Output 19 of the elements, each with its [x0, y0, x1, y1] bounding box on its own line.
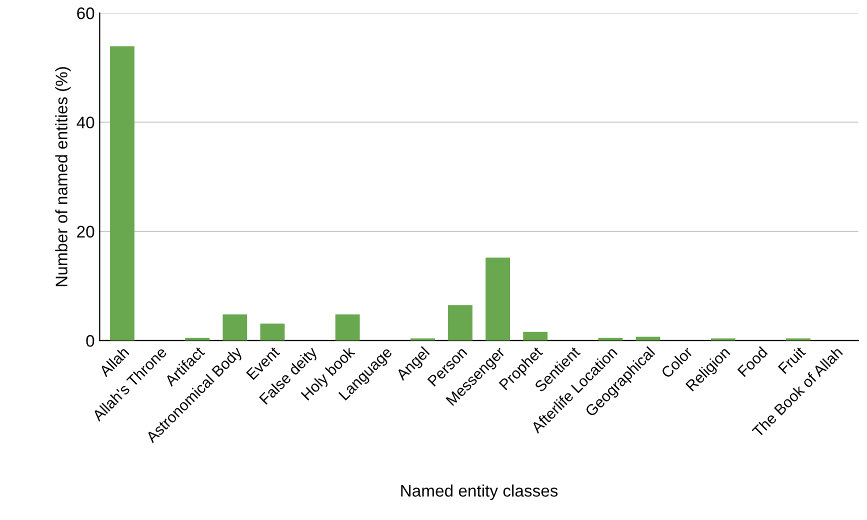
bar — [598, 338, 623, 341]
bar — [448, 305, 472, 341]
bar — [786, 338, 810, 341]
y-tick-label: 20 — [77, 226, 94, 238]
y-tick-label: 60 — [77, 7, 94, 20]
y-axis-title: Number of named entities (%) — [55, 67, 71, 286]
bar — [523, 332, 548, 341]
bar — [710, 338, 736, 341]
x-axis-title: Named entity classes — [401, 484, 558, 500]
bar — [486, 258, 510, 341]
bar — [185, 338, 210, 341]
y-tick-label: 40 — [76, 116, 94, 128]
bar — [335, 314, 360, 341]
bar — [110, 46, 134, 341]
bar — [410, 338, 435, 341]
bar — [636, 336, 660, 341]
bar — [260, 324, 285, 341]
bar — [222, 314, 248, 341]
y-tick-label: 0 — [86, 335, 94, 347]
